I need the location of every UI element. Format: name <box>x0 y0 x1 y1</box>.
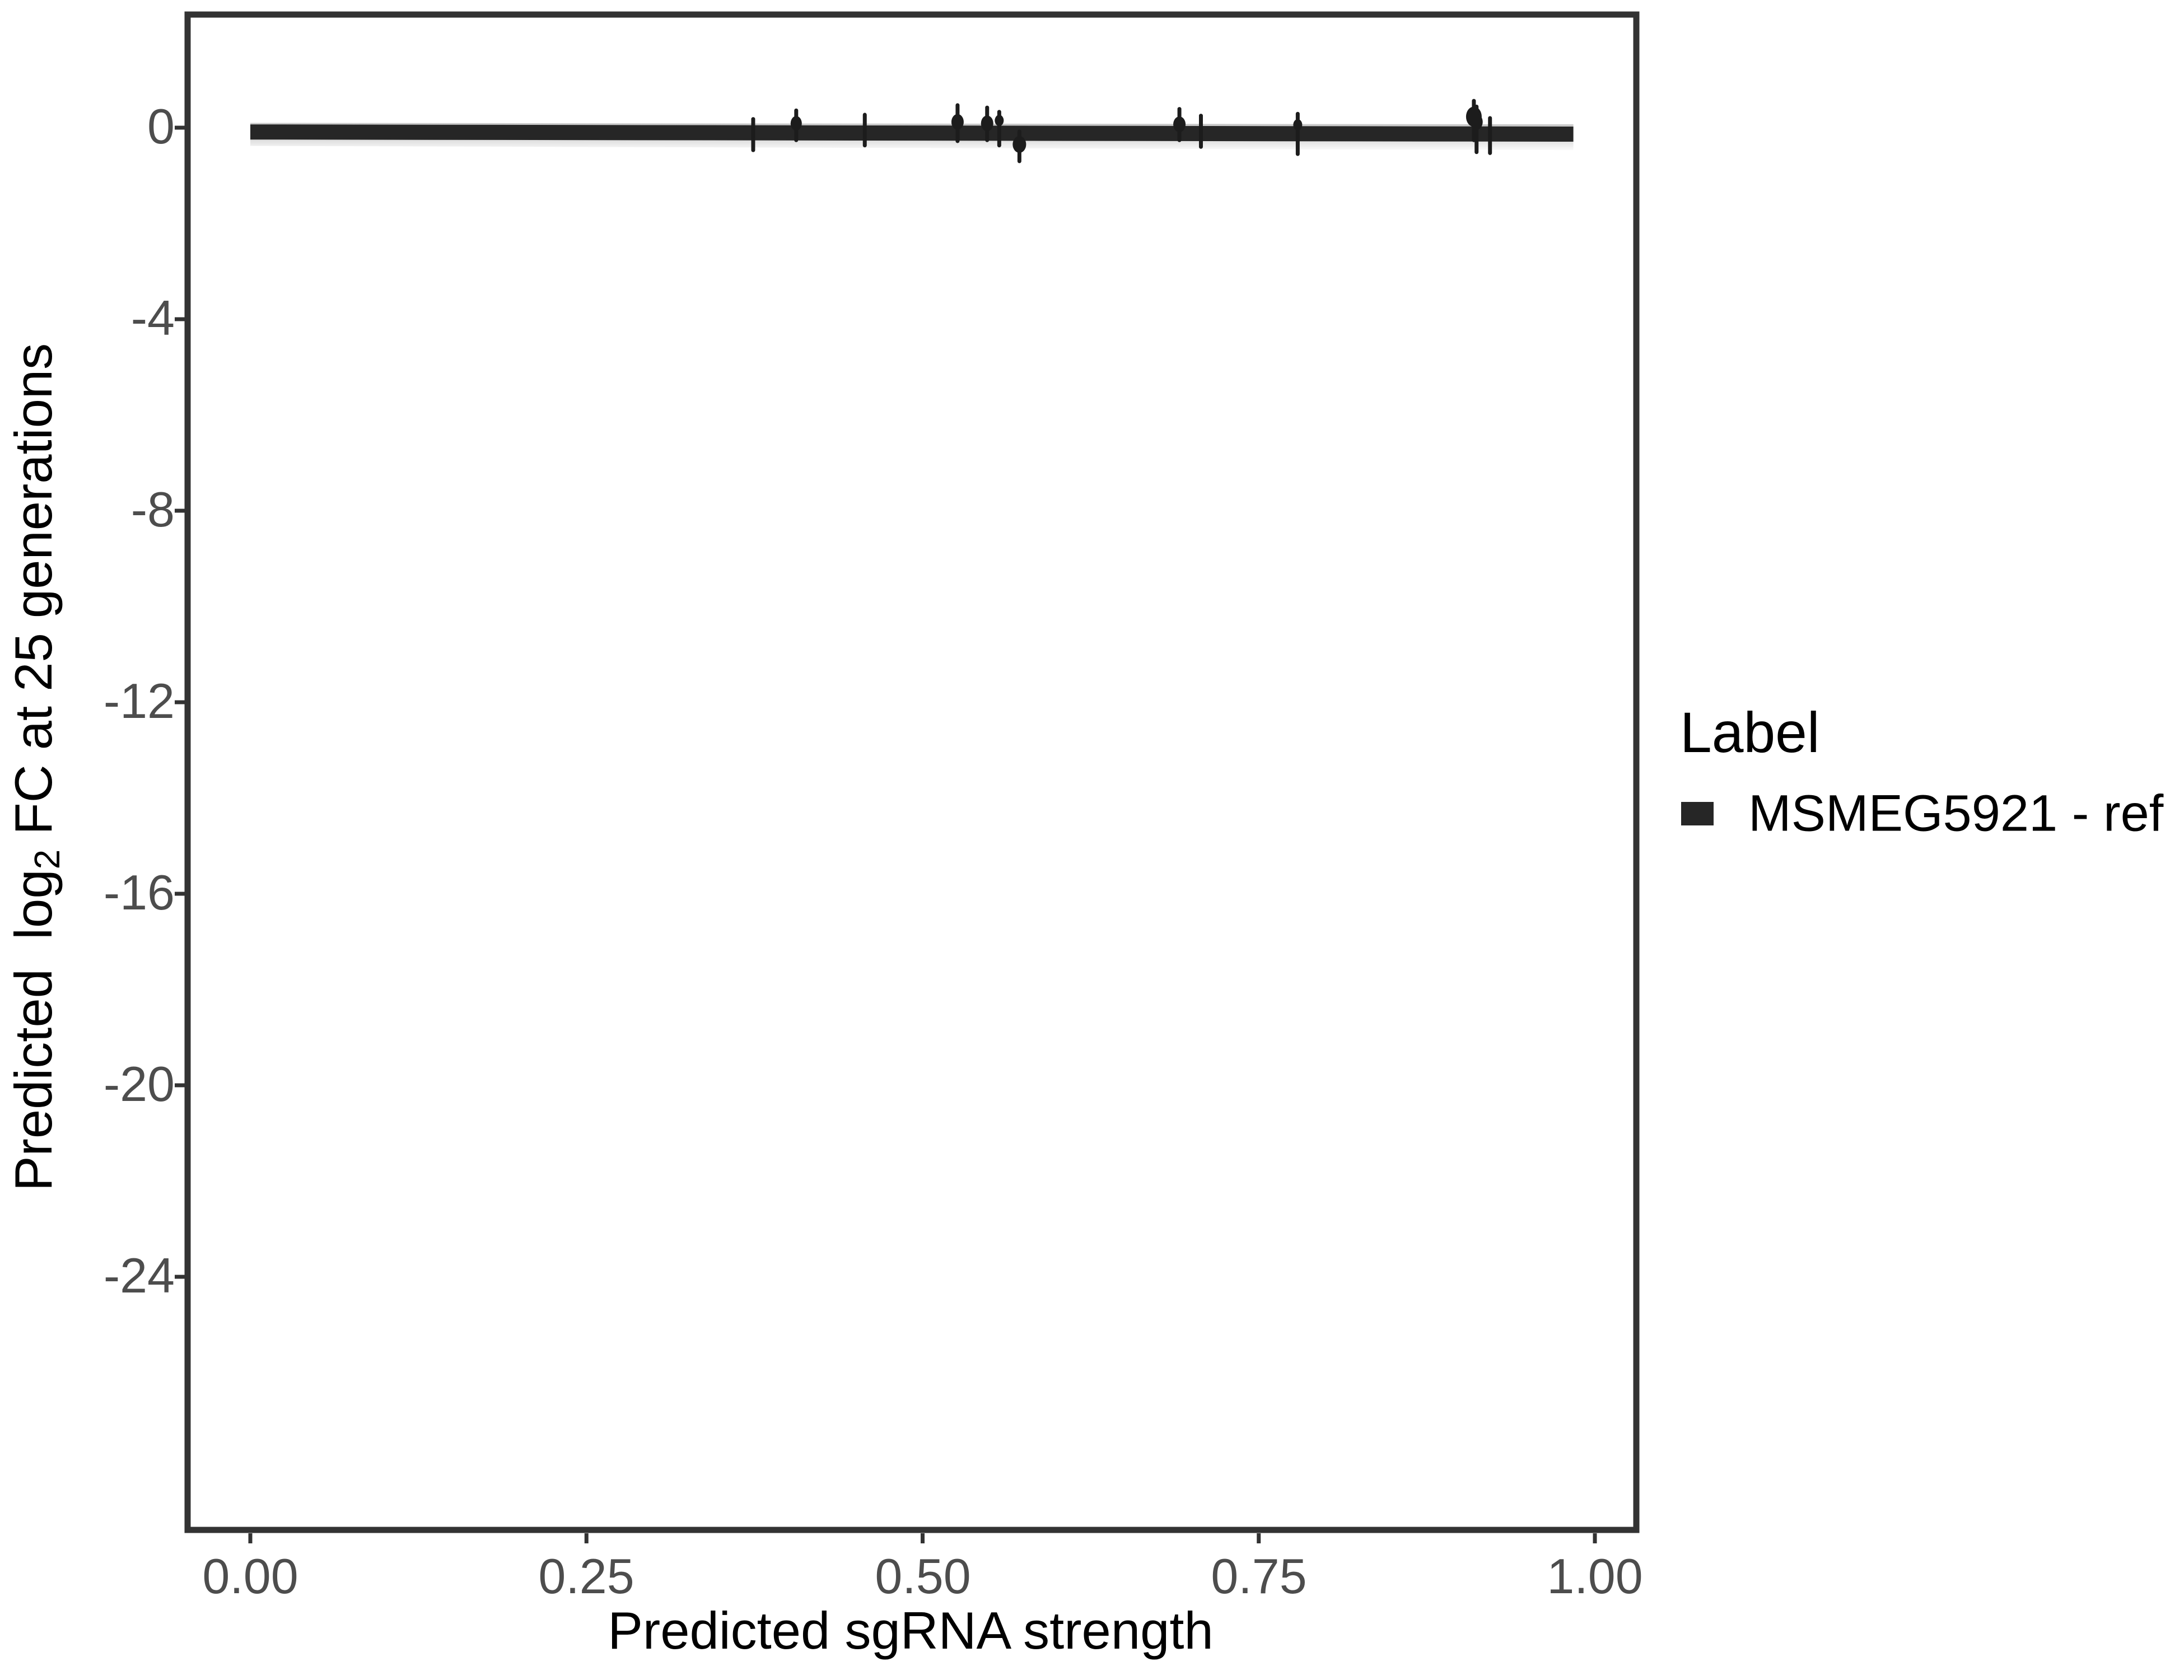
y-tick-label: -4 <box>130 290 175 346</box>
y-tick-label: -20 <box>103 1056 175 1112</box>
legend-title: Label <box>1680 701 1820 764</box>
regression-band <box>250 124 1574 142</box>
data-point <box>1470 114 1483 130</box>
y-tick-label: -12 <box>103 673 175 729</box>
panel-border <box>184 11 1640 1533</box>
legend-key-swatch <box>1681 802 1714 825</box>
data-point <box>981 115 993 132</box>
x-tick-label: 0.75 <box>1211 1548 1307 1604</box>
y-axis-title-text: FC at 25 generations <box>4 343 63 850</box>
data-point <box>1293 119 1303 130</box>
y-tick-label: -24 <box>103 1247 175 1303</box>
y-axis-title: Predicted log2 FC at 25 generations <box>3 95 68 1439</box>
data-point <box>790 116 802 131</box>
data-point <box>951 114 964 130</box>
y-tick-label: -8 <box>130 481 175 537</box>
legend-item-label: MSMEG5921 - ref <box>1748 785 2164 842</box>
data-point <box>995 115 1004 127</box>
data-point <box>1173 116 1186 133</box>
x-tick-label: 0.00 <box>202 1548 298 1604</box>
data-point <box>1012 136 1026 153</box>
x-axis-title: Predicted sgRNA strength <box>608 1601 1214 1660</box>
y-axis-title-text: Predicted log <box>4 869 63 1192</box>
y-axis-title-subscript: 2 <box>27 849 68 870</box>
x-tick-label: 1.00 <box>1547 1548 1643 1604</box>
x-tick-label: 0.25 <box>538 1548 634 1604</box>
y-tick-label: -16 <box>103 864 175 920</box>
x-tick-label: 0.50 <box>875 1548 971 1604</box>
y-tick-label: 0 <box>147 98 175 154</box>
